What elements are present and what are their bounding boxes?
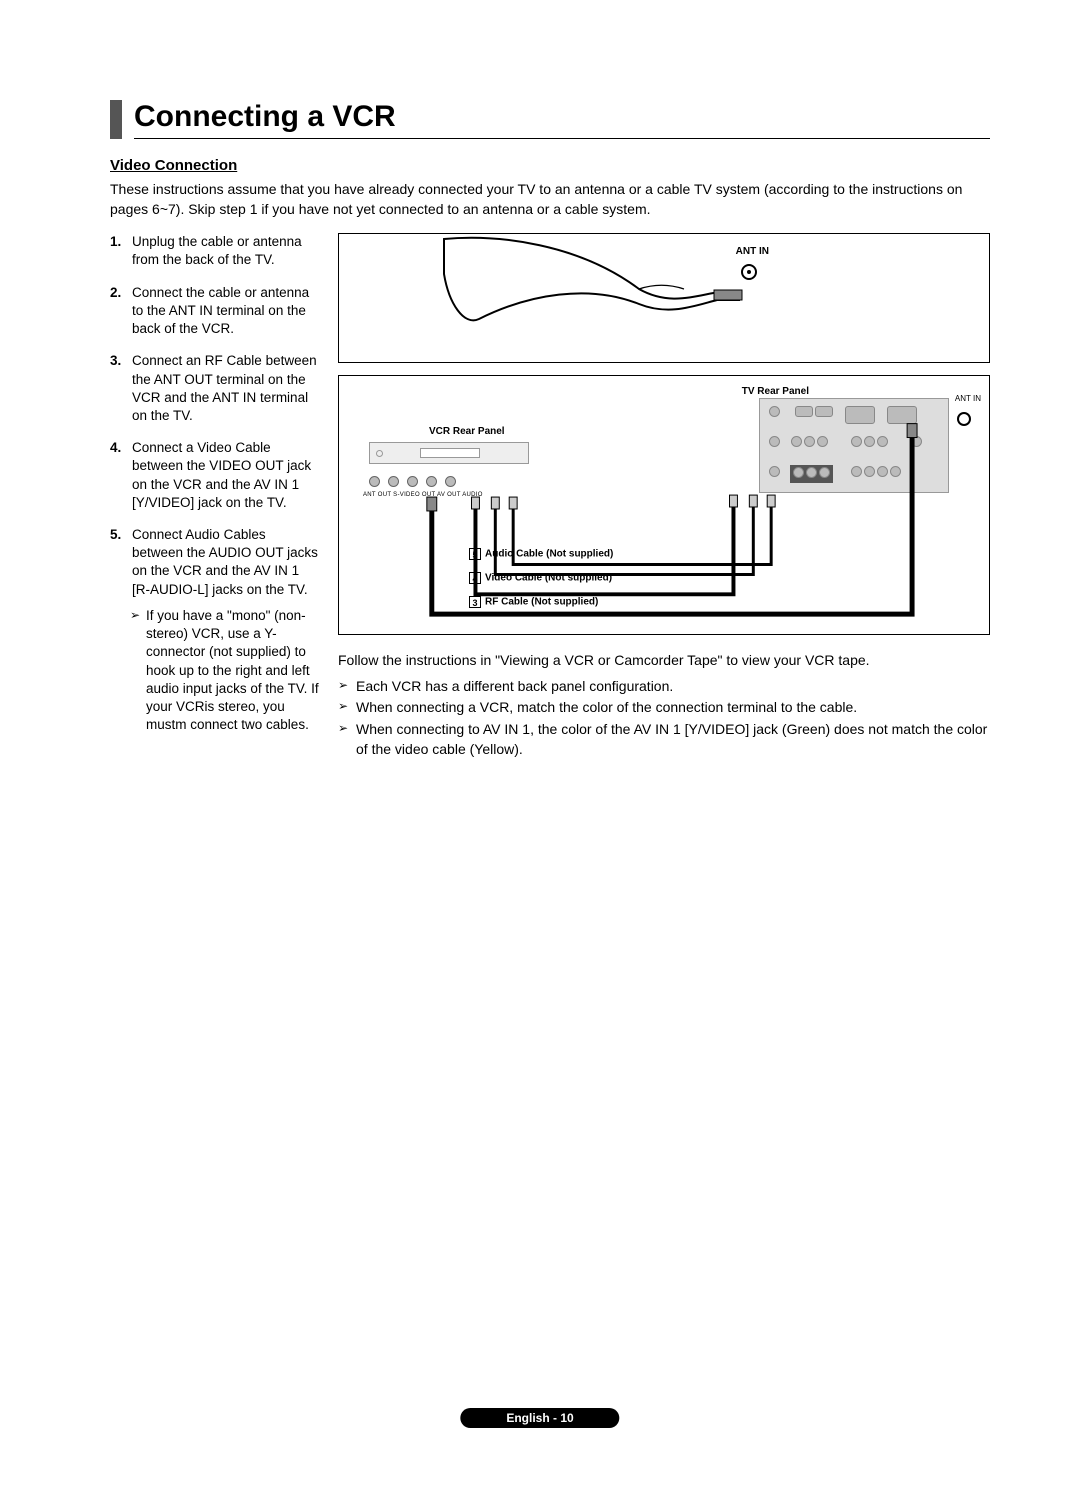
step-num: 3. bbox=[110, 352, 121, 370]
title-bar: Connecting a VCR bbox=[110, 100, 990, 139]
cable-lines-icon bbox=[339, 376, 989, 634]
step-3: 3. Connect an RF Cable between the ANT O… bbox=[110, 352, 320, 425]
steps-column: 1. Unplug the cable or antenna from the … bbox=[110, 233, 320, 761]
legend-text: Audio Cable (Not supplied) bbox=[485, 549, 613, 560]
hand-icon bbox=[439, 234, 759, 354]
page-footer: English - 10 bbox=[460, 1408, 619, 1428]
diagram-antenna: ANT IN bbox=[338, 233, 990, 363]
step-num: 5. bbox=[110, 526, 121, 544]
steps-list: 1. Unplug the cable or antenna from the … bbox=[110, 233, 320, 734]
step-sub: If you have a "mono" (non-stereo) VCR, u… bbox=[132, 607, 320, 735]
page-title: Connecting a VCR bbox=[134, 100, 990, 139]
follow-list: Each VCR has a different back panel conf… bbox=[338, 677, 990, 759]
follow-item: When connecting a VCR, match the color o… bbox=[338, 698, 990, 718]
step-text: Connect Audio Cables between the AUDIO O… bbox=[132, 527, 318, 597]
legend-text: Video Cable (Not supplied) bbox=[485, 573, 612, 584]
section-heading: Video Connection bbox=[110, 157, 990, 174]
diagram-column: ANT IN TV Rear Panel VCR Rear Panel ANT … bbox=[338, 233, 990, 761]
step-1: 1. Unplug the cable or antenna from the … bbox=[110, 233, 320, 269]
legend-audio: 5 Audio Cable (Not supplied) bbox=[469, 548, 613, 560]
diagram-connection: TV Rear Panel VCR Rear Panel ANT IN bbox=[338, 375, 990, 635]
step-4: 4. Connect a Video Cable between the VID… bbox=[110, 439, 320, 512]
step-num: 4. bbox=[110, 439, 121, 457]
intro-text: These instructions assume that you have … bbox=[110, 180, 990, 219]
step-num: 1. bbox=[110, 233, 121, 251]
step-text: Connect an RF Cable between the ANT OUT … bbox=[132, 353, 317, 423]
follow-section: Follow the instructions in "Viewing a VC… bbox=[338, 651, 990, 759]
step-text: Connect the cable or antenna to the ANT … bbox=[132, 285, 309, 336]
step-text: Unplug the cable or antenna from the bac… bbox=[132, 234, 302, 267]
follow-item: When connecting to AV IN 1, the color of… bbox=[338, 720, 990, 759]
page: Connecting a VCR Video Connection These … bbox=[0, 0, 1080, 761]
legend-text: RF Cable (Not supplied) bbox=[485, 597, 598, 608]
legend-num: 5 bbox=[469, 548, 481, 560]
legend-num: 3 bbox=[469, 596, 481, 608]
follow-item: Each VCR has a different back panel conf… bbox=[338, 677, 990, 697]
follow-intro: Follow the instructions in "Viewing a VC… bbox=[338, 651, 990, 671]
step-2: 2. Connect the cable or antenna to the A… bbox=[110, 284, 320, 339]
step-text: Connect a Video Cable between the VIDEO … bbox=[132, 440, 311, 510]
legend-video: 4 Video Cable (Not supplied) bbox=[469, 572, 612, 584]
step-num: 2. bbox=[110, 284, 121, 302]
step-5: 5. Connect Audio Cables between the AUDI… bbox=[110, 526, 320, 734]
legend-rf: 3 RF Cable (Not supplied) bbox=[469, 596, 598, 608]
legend-num: 4 bbox=[469, 572, 481, 584]
